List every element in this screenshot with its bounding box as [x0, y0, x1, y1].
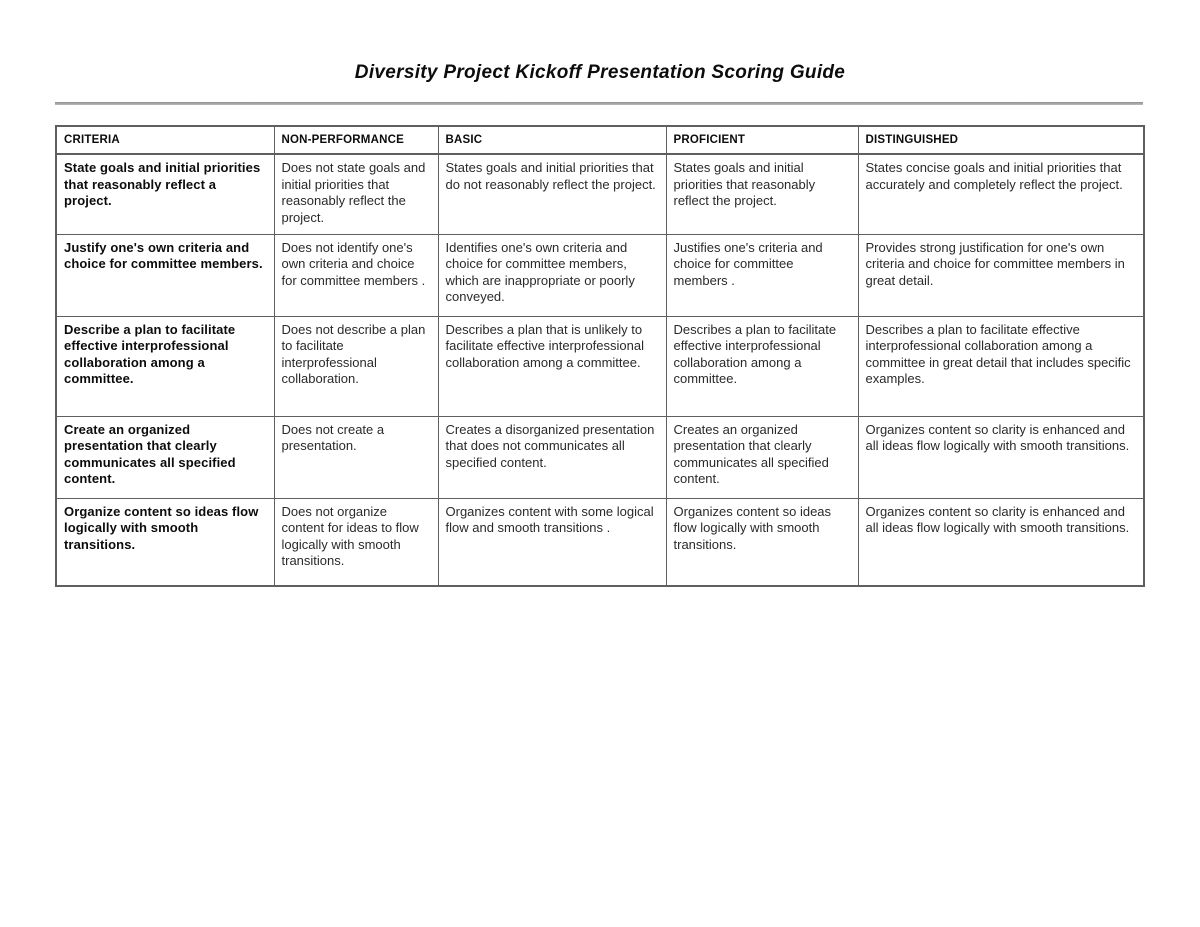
rubric-cell-non-performance: Does not organize content for ideas to f… — [273, 497, 439, 587]
page-title: Diversity Project Kickoff Presentation S… — [354, 62, 846, 83]
rubric-cell-non-performance: Does not state goals and initial priorit… — [273, 153, 439, 235]
rubric-cell-distinguished: States concise goals and initial priorit… — [857, 153, 1145, 235]
rubric-cell-basic: Organizes content with some logical flow… — [437, 497, 667, 587]
column-header-proficient: PROFICIENT — [665, 125, 859, 155]
criteria-cell: Describe a plan to facilitate effective … — [55, 315, 275, 417]
table-row: Describe a plan to facilitate effective … — [55, 315, 1145, 417]
table-row: Create an organized presentation that cl… — [55, 415, 1145, 499]
rubric-cell-proficient: Describes a plan to facilitate effective… — [665, 315, 859, 417]
rubric-cell-distinguished: Organizes content so clarity is enhanced… — [857, 497, 1145, 587]
column-header-distinguished: DISTINGUISHED — [857, 125, 1145, 155]
column-header-non-performance: NON-PERFORMANCE — [273, 125, 439, 155]
criteria-cell: State goals and initial priorities that … — [55, 153, 275, 235]
scoring-rubric-table: CRITERIA NON-PERFORMANCE BASIC PROFICIEN… — [55, 125, 1145, 587]
rubric-cell-distinguished: Describes a plan to facilitate effective… — [857, 315, 1145, 417]
title-divider — [55, 102, 1143, 105]
table-row: Organize content so ideas flow logically… — [55, 497, 1145, 587]
rubric-cell-non-performance: Does not create a presentation. — [273, 415, 439, 499]
table-row: State goals and initial priorities that … — [55, 153, 1145, 235]
rubric-cell-proficient: States goals and initial priorities that… — [665, 153, 859, 235]
criteria-cell: Justify one's own criteria and choice fo… — [55, 233, 275, 317]
rubric-cell-non-performance: Does not describe a plan to facilitate i… — [273, 315, 439, 417]
rubric-cell-basic: Creates a disorganized presentation that… — [437, 415, 667, 499]
rubric-cell-distinguished: Organizes content so clarity is enhanced… — [857, 415, 1145, 499]
table-row: Justify one's own criteria and choice fo… — [55, 233, 1145, 317]
rubric-cell-basic: Identifies one's own criteria and choice… — [437, 233, 667, 317]
rubric-cell-proficient: Organizes content so ideas flow logicall… — [665, 497, 859, 587]
header-row: CRITERIA NON-PERFORMANCE BASIC PROFICIEN… — [55, 125, 1145, 155]
rubric-cell-distinguished: Provides strong justification for one's … — [857, 233, 1145, 317]
criteria-cell: Organize content so ideas flow logically… — [55, 497, 275, 587]
column-header-criteria: CRITERIA — [55, 125, 275, 155]
rubric-cell-basic: States goals and initial priorities that… — [437, 153, 667, 235]
column-header-basic: BASIC — [437, 125, 667, 155]
rubric-cell-proficient: Creates an organized presentation that c… — [665, 415, 859, 499]
rubric-cell-basic: Describes a plan that is unlikely to fac… — [437, 315, 667, 417]
criteria-cell: Create an organized presentation that cl… — [55, 415, 275, 499]
rubric-cell-non-performance: Does not identify one's own criteria and… — [273, 233, 439, 317]
rubric-cell-proficient: Justifies one's criteria and choice for … — [665, 233, 859, 317]
